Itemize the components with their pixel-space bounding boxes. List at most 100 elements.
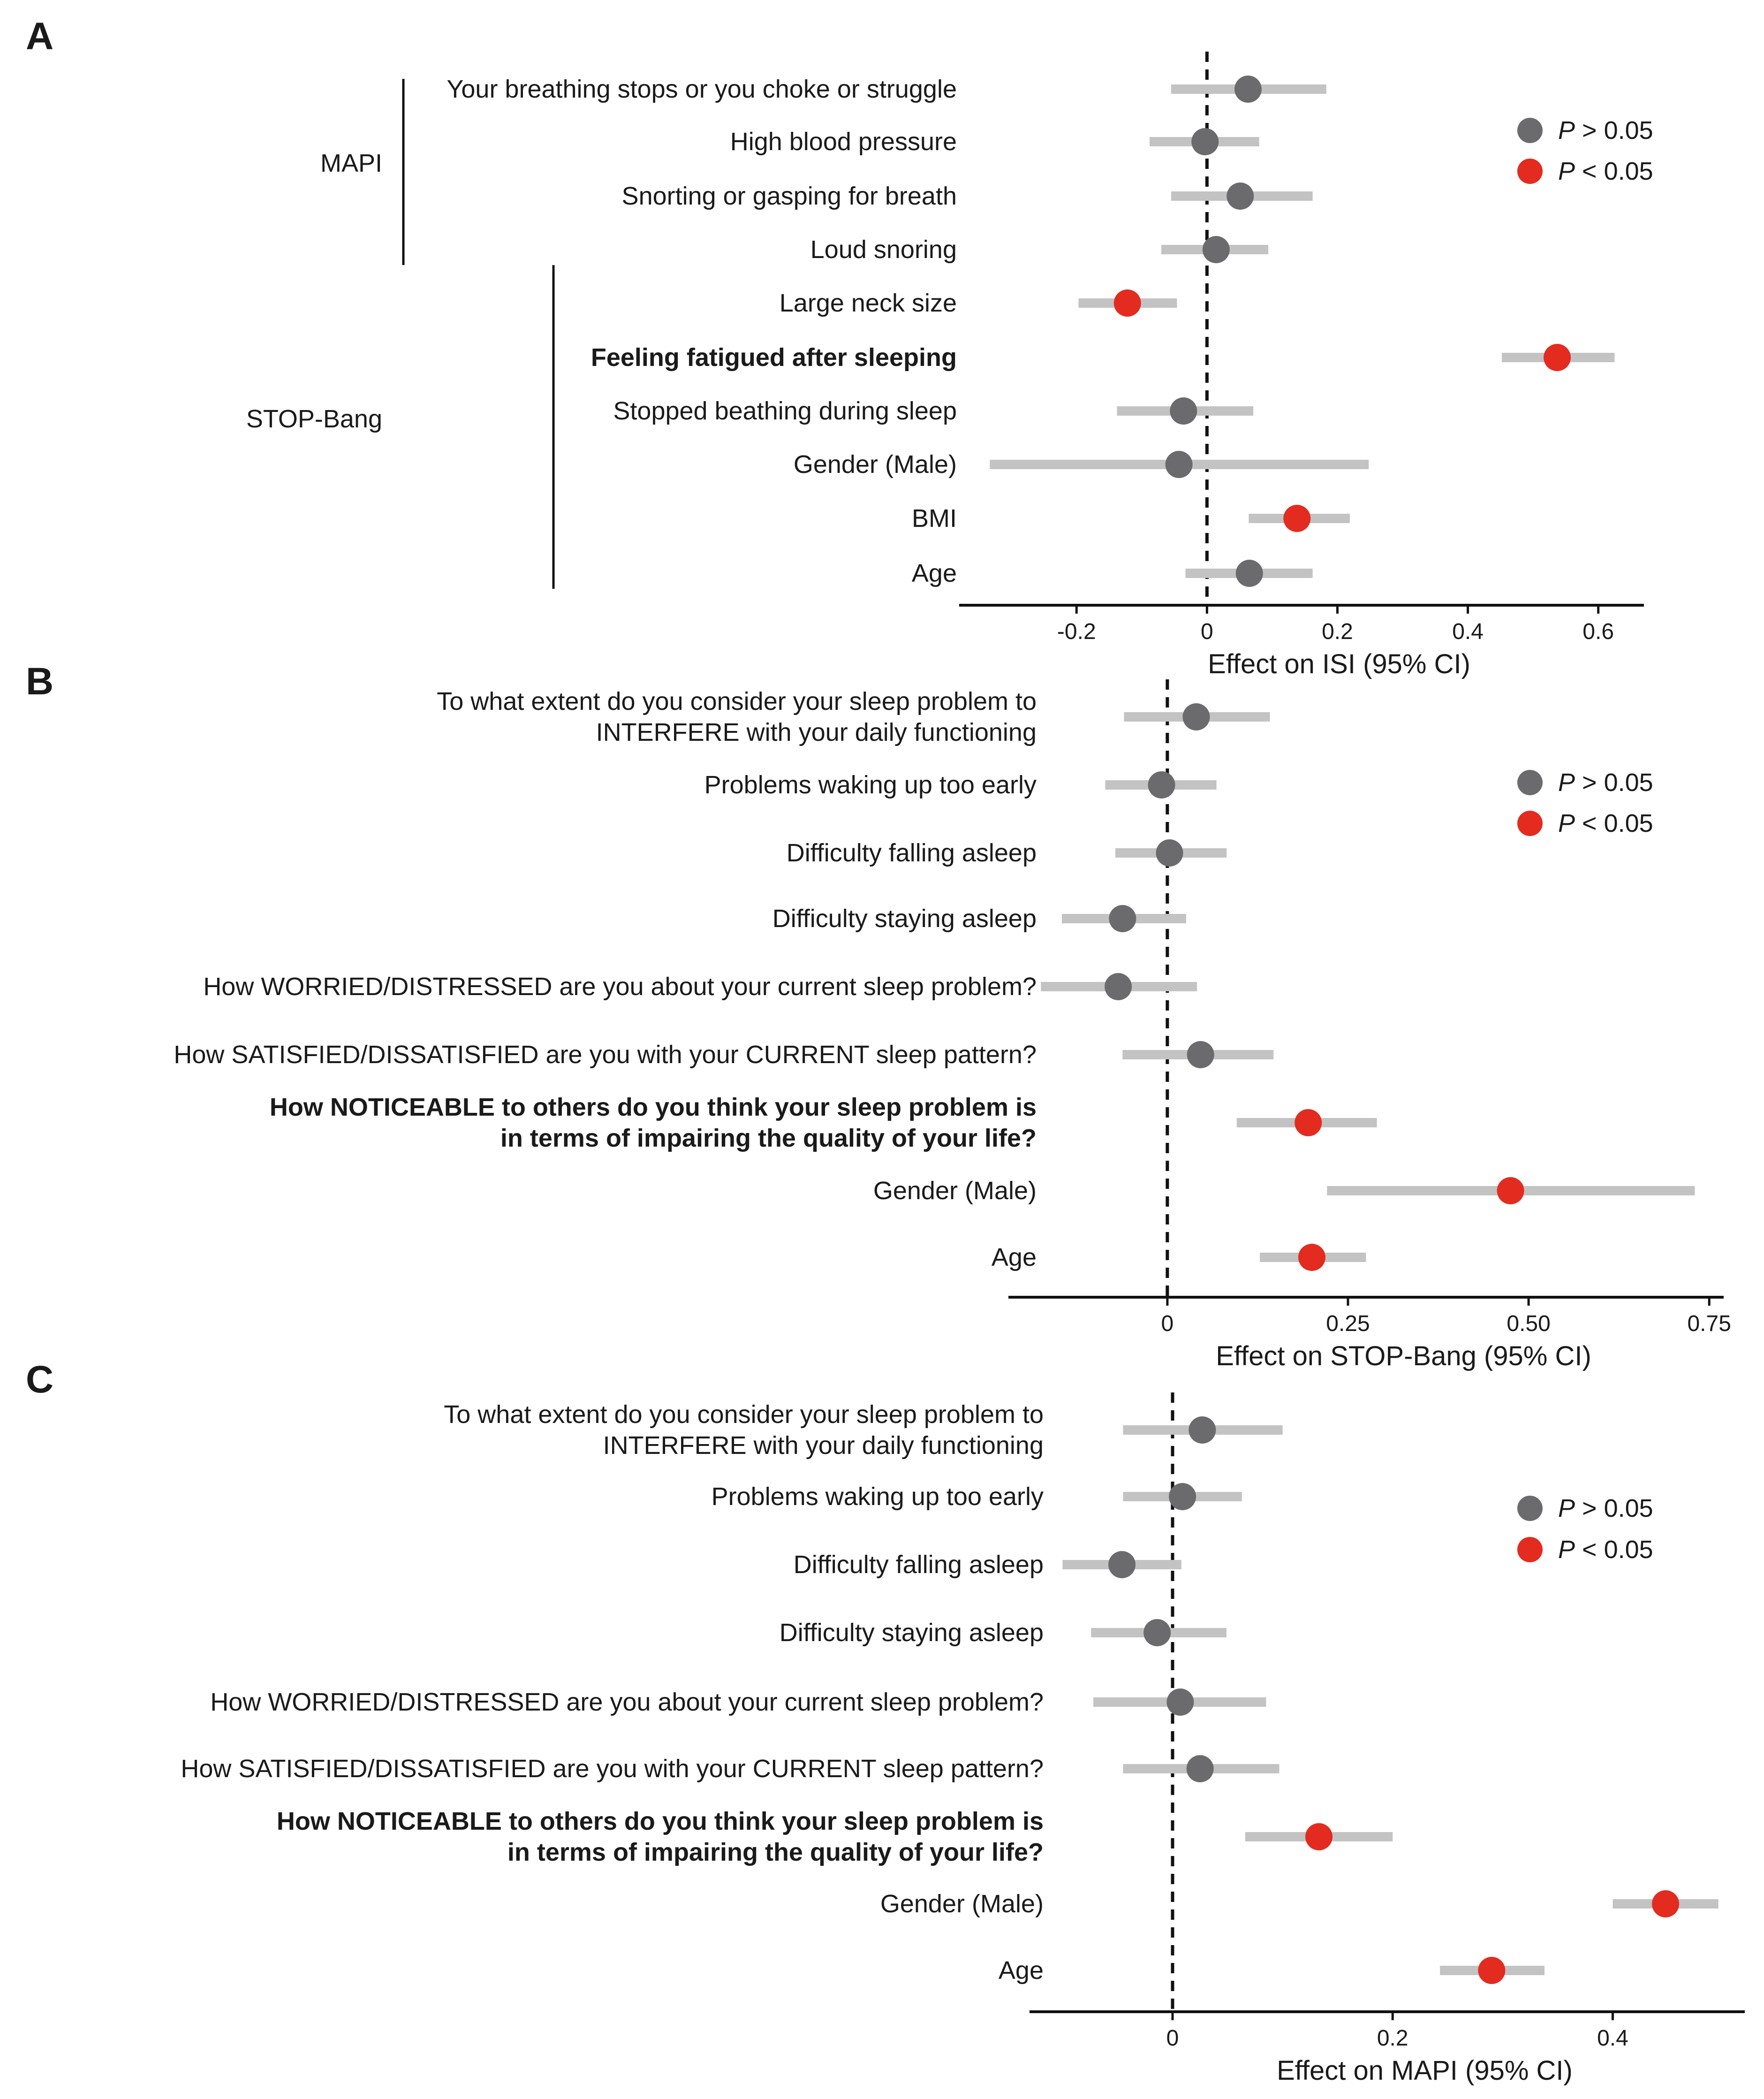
x-tick-label: 0.75 [1687,1311,1731,1336]
row-label: Age [912,559,957,587]
point-estimate-nonsignificant [1191,128,1219,155]
forest-row: Gender (Male) [880,1890,1719,1918]
x-tick-label: 0.25 [1326,1311,1370,1336]
point-estimate-nonsignificant [1169,1483,1196,1510]
legend: P > 0.05 P < 0.05 [1517,768,1653,837]
forest-row: Loud snoring [810,236,1269,264]
forest-row: High blood pressure [730,128,1259,156]
x-axis-title: Effect on ISI (95% CI) [1208,649,1470,679]
row-label: How SATISFIED/DISSATISFIED are you with … [174,1041,1037,1069]
row-label: Problems waking up too early [712,1483,1044,1511]
row-label: To what extent do you consider your slee… [444,1400,1044,1429]
legend-nonsig-label: P > 0.05 [1558,768,1653,797]
group-label: MAPI [320,149,382,177]
legend-nonsig-marker [1517,118,1543,143]
point-estimate-nonsignificant [1105,973,1132,1000]
row-label: BMI [912,504,957,532]
point-estimate-nonsignificant [1202,236,1230,263]
legend-nonsig-label: P > 0.05 [1558,1494,1653,1522]
forest-row: Feeling fatigued after sleeping [591,343,1615,372]
x-tick-label: 0 [1161,1311,1174,1336]
row-label: Problems waking up too early [704,771,1037,799]
point-estimate-nonsignificant [1186,1755,1214,1782]
x-axis-title: Effect on MAPI (95% CI) [1277,2055,1573,2086]
point-estimate-significant [1295,1109,1322,1136]
x-tick-label: -0.2 [1057,619,1096,644]
x-tick-label: 0 [1201,619,1213,644]
row-label: High blood pressure [730,128,957,156]
row-label: in terms of impairing the quality of you… [507,1838,1044,1866]
point-estimate-nonsignificant [1108,1551,1136,1578]
x-tick-label: 0.4 [1452,619,1484,644]
point-estimate-significant [1113,289,1141,317]
x-axis-title: Effect on STOP-Bang (95% CI) [1216,1341,1591,1371]
point-estimate-significant [1478,1957,1506,1984]
row-label: Age [999,1956,1044,1985]
forest-row: Difficulty falling asleep [794,1551,1181,1579]
legend-nonsig-marker [1517,770,1543,795]
x-tick-label: 0 [1166,2026,1179,2051]
forest-row: Problems waking up too early [712,1483,1242,1511]
x-tick-label: 0.4 [1597,2026,1628,2051]
x-tick-label: 0.50 [1507,1311,1550,1336]
forest-row: Age [912,559,1313,587]
row-label: Difficulty staying asleep [772,905,1037,933]
legend-sig-marker [1517,811,1543,836]
row-label: Gender (Male) [794,450,957,479]
point-estimate-nonsignificant [1226,183,1254,210]
point-estimate-nonsignificant [1165,451,1193,478]
row-label: Large neck size [780,289,957,317]
row-label: Your breathing stops or you choke or str… [447,75,957,103]
legend-sig-label: P < 0.05 [1558,1536,1653,1564]
legend: P > 0.05 P < 0.05 [1517,116,1653,185]
forest-row: How NOTICEABLE to others do you think yo… [277,1807,1393,1866]
point-estimate-significant [1652,1890,1680,1917]
row-label: Feeling fatigued after sleeping [591,343,957,372]
row-label: in terms of impairing the quality of you… [500,1124,1037,1152]
row-label: INTERFERE with your daily functioning [596,718,1037,746]
forest-row: How SATISFIED/DISSATISFIED are you with … [174,1041,1274,1069]
point-estimate-nonsignificant [1109,905,1136,932]
row-label: How WORRIED/DISTRESSED are you about you… [203,973,1037,1001]
point-estimate-significant [1497,1177,1524,1204]
point-estimate-significant [1305,1823,1333,1850]
point-estimate-nonsignificant [1148,771,1175,799]
row-label: Difficulty staying asleep [780,1619,1044,1647]
forest-row: How WORRIED/DISTRESSED are you about you… [210,1688,1266,1716]
forest-row: BMI [912,504,1350,532]
point-estimate-nonsignificant [1189,1416,1216,1444]
point-estimate-nonsignificant [1182,703,1210,730]
row-label: Loud snoring [810,236,957,264]
forest-row: Difficulty staying asleep [780,1619,1226,1647]
row-label: Gender (Male) [880,1890,1044,1918]
forest-row: Difficulty staying asleep [772,905,1186,933]
row-label: How SATISFIED/DISSATISFIED are you with … [181,1755,1044,1783]
legend-nonsig-label: P > 0.05 [1558,116,1653,144]
panel-label: B [26,660,53,703]
forest-row: To what extent do you consider your slee… [444,1400,1283,1460]
forest-row: How WORRIED/DISTRESSED are you about you… [203,973,1197,1001]
point-estimate-nonsignificant [1234,76,1262,103]
row-label: INTERFERE with your daily functioning [603,1431,1044,1460]
forest-row: Age [992,1243,1366,1271]
panel-B: B 0 0.25 0.50 0.75 Effect on STOP-Bang (95% C… [26,660,1731,1371]
row-label: How NOTICEABLE to others do you think yo… [270,1093,1037,1121]
panel-label: A [26,15,53,58]
forest-row: Age [999,1956,1544,1985]
forest-row: How SATISFIED/DISSATISFIED are you with … [181,1755,1279,1783]
row-label: Snorting or gasping for breath [622,182,957,210]
point-estimate-nonsignificant [1187,1041,1214,1068]
point-estimate-nonsignificant [1166,1688,1194,1716]
forest-row: Large neck size [780,289,1177,317]
row-label: Difficulty falling asleep [794,1551,1044,1579]
x-tick-label: 0.6 [1582,619,1614,644]
forest-row: Difficulty falling asleep [787,839,1227,867]
forest-row: Gender (Male) [873,1177,1695,1205]
forest-row: How NOTICEABLE to others do you think yo… [270,1093,1377,1152]
forest-row: Gender (Male) [794,450,1369,479]
forest-row: Your breathing stops or you choke or str… [447,75,1326,103]
forest-row: Snorting or gasping for breath [622,182,1313,210]
forest-row: Stopped beathing during sleep [613,397,1254,425]
point-estimate-nonsignificant [1170,397,1197,425]
